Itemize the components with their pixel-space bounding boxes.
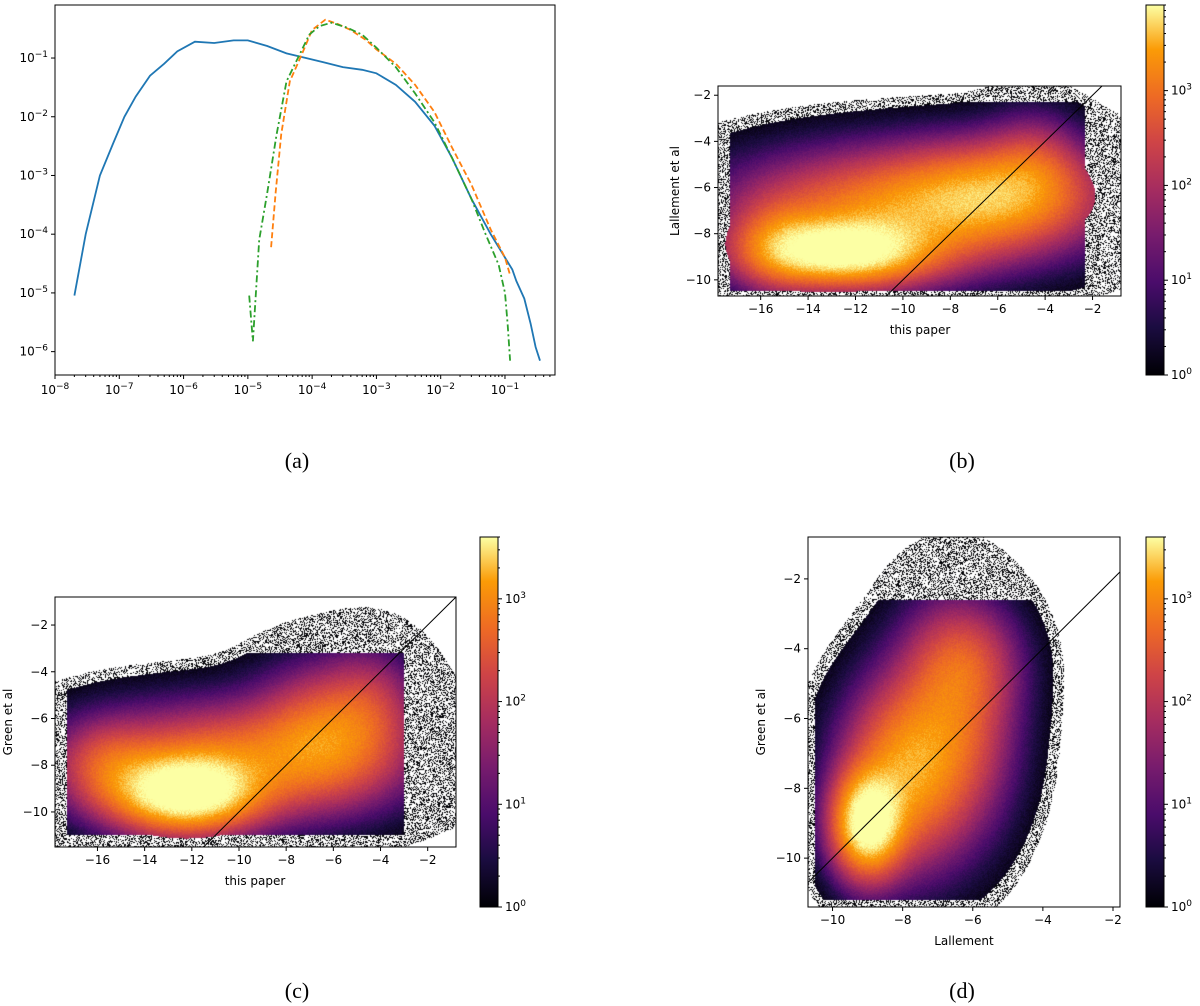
cbar-label-c-2: 102 <box>505 694 526 709</box>
chart-d: −10 −8 −6 −4 −2 −10 −8 −6 −4 −2 Lallement Green e… <box>754 536 1192 948</box>
xtick-label-a-5: 10−3 <box>362 382 391 397</box>
ytick-label-b-1: −8 <box>693 227 711 241</box>
colorbar-d <box>1145 536 1165 908</box>
ytick-label-c-1: −8 <box>30 758 48 772</box>
xtick-label-d-3: −4 <box>1034 913 1052 927</box>
ytick-label-b-3: −4 <box>693 134 711 148</box>
identity-line-c <box>203 596 457 848</box>
cbar-label-c-3: 103 <box>505 591 526 606</box>
ytick-label-a-3: 10−3 <box>19 167 48 182</box>
ytick-label-d-2: −6 <box>783 712 801 726</box>
series-orange-dashed <box>270 18 511 276</box>
xtick-label-a-3: 10−5 <box>234 382 263 397</box>
ytick-label-b-2: −6 <box>693 181 711 195</box>
xtick-label-b-2: −12 <box>843 302 868 316</box>
ytick-label-a-1: 10−5 <box>19 285 48 300</box>
ylabel-c: Green et al <box>1 689 15 756</box>
xtick-label-a-0: 10−8 <box>41 382 70 397</box>
xtick-label-d-1: −8 <box>894 913 912 927</box>
xtick-label-c-7: −2 <box>419 853 437 867</box>
xtick-label-a-4: 10−4 <box>298 382 327 397</box>
chart-c: −16 −14 −12 −10 −8 −6 −4 −2 −10 −8 −6 −4 −2 this pap… <box>1 536 526 914</box>
ytick-label-c-4: −2 <box>30 618 48 632</box>
xtick-label-c-5: −6 <box>324 853 342 867</box>
ytick-label-c-3: −4 <box>30 665 48 679</box>
cbar-label-d-1: 101 <box>1171 796 1192 811</box>
caption-d: (d) <box>949 978 975 1003</box>
ylabel-d: Green et al <box>754 689 768 756</box>
ytick-label-b-0: −10 <box>686 273 711 287</box>
ytick-label-d-0: −10 <box>776 851 801 865</box>
series-green-dashdot <box>248 21 511 361</box>
caption-c: (c) <box>285 978 309 1003</box>
xtick-label-a-2: 10−6 <box>169 382 198 397</box>
xtick-label-b-6: −4 <box>1036 302 1054 316</box>
ytick-label-b-4: −2 <box>693 88 711 102</box>
ytick-label-a-5: 10−1 <box>19 50 48 65</box>
ytick-label-c-0: −10 <box>23 805 48 819</box>
xtick-label-c-2: −12 <box>179 853 204 867</box>
cbar-label-c-1: 101 <box>505 796 526 811</box>
xtick-label-b-4: −8 <box>941 302 959 316</box>
axes-frame-c <box>54 596 457 848</box>
cbar-label-c-0: 100 <box>505 899 526 914</box>
xtick-label-a-7: 10−1 <box>491 382 520 397</box>
ytick-label-d-4: −2 <box>783 572 801 586</box>
axes-frame-b <box>717 85 1122 297</box>
cbar-label-b-3: 103 <box>1171 83 1192 98</box>
ytick-label-c-2: −6 <box>30 711 48 725</box>
colorbar-b <box>1145 4 1165 376</box>
ytick-label-d-3: −4 <box>783 642 801 656</box>
xtick-label-b-5: −6 <box>989 302 1007 316</box>
xlabel-d: Lallement <box>934 934 994 948</box>
xtick-label-c-1: −14 <box>132 853 157 867</box>
heatmap-d <box>808 537 1120 907</box>
cbar-label-b-2: 102 <box>1171 177 1192 192</box>
ytick-label-d-1: −8 <box>783 781 801 795</box>
cbar-label-b-0: 100 <box>1171 367 1192 382</box>
cbar-label-d-0: 100 <box>1171 899 1192 914</box>
xtick-label-c-4: −8 <box>277 853 295 867</box>
xtick-label-a-1: 10−7 <box>105 382 134 397</box>
axes-frame-a <box>54 4 556 376</box>
xtick-label-b-3: −10 <box>890 302 915 316</box>
xtick-label-d-2: −6 <box>964 913 982 927</box>
chart-a: 10−8 10−7 10−6 10−5 10−4 10−3 10−2 10−1 10−6 10−5… <box>19 4 556 397</box>
series-blue-solid <box>73 39 541 361</box>
xlabel-b: this paper <box>890 323 951 337</box>
heatmap-c <box>55 597 456 847</box>
cbar-label-d-2: 102 <box>1171 694 1192 709</box>
identity-line-b <box>885 85 1103 297</box>
ylabel-b: Lallement et al <box>668 146 682 236</box>
caption-a: (a) <box>285 448 309 473</box>
cbar-label-d-3: 103 <box>1171 591 1192 606</box>
chart-b: −16 −14 −12 −10 −8 −6 −4 −2 −10 −8 −6 −4 −2 this pap… <box>668 4 1192 382</box>
xtick-label-b-0: −16 <box>748 302 773 316</box>
identity-line-d <box>807 571 1121 883</box>
ytick-label-a-4: 10−2 <box>19 109 48 124</box>
xtick-label-b-1: −14 <box>795 302 820 316</box>
caption-b: (b) <box>949 448 975 473</box>
xtick-label-b-7: −2 <box>1084 302 1102 316</box>
xtick-label-c-0: −16 <box>85 853 110 867</box>
xtick-label-d-0: −10 <box>820 913 845 927</box>
axes-frame-d <box>807 536 1121 908</box>
ytick-label-a-0: 10−6 <box>19 344 48 359</box>
colorbar-c <box>479 536 499 908</box>
xtick-label-d-4: −2 <box>1104 913 1122 927</box>
xlabel-c: this paper <box>225 874 286 888</box>
cbar-label-b-1: 101 <box>1171 272 1192 287</box>
ytick-label-a-2: 10−4 <box>19 226 48 241</box>
heatmap-b <box>718 86 1121 296</box>
xtick-label-c-6: −4 <box>372 853 390 867</box>
xtick-label-a-6: 10−2 <box>426 382 455 397</box>
xtick-label-c-3: −10 <box>226 853 251 867</box>
